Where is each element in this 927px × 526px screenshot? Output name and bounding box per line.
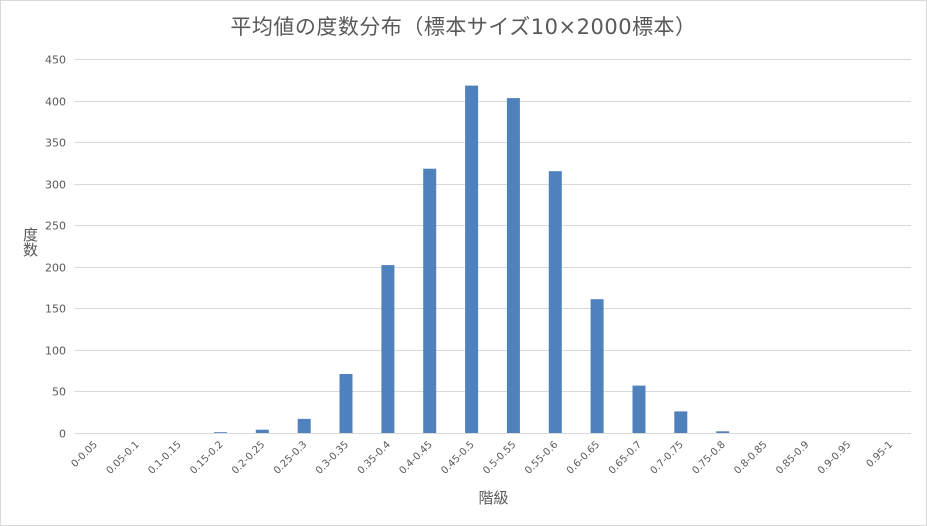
x-tick-label: 0.75-0.8 <box>690 439 727 476</box>
y-tick-label: 150 <box>45 303 66 316</box>
bar <box>716 431 730 433</box>
x-tick-label: 0.2-0.25 <box>230 439 267 476</box>
y-tick-label: 100 <box>45 345 66 358</box>
bar <box>548 171 562 433</box>
bar <box>339 374 353 433</box>
x-tick-label: 0.05-0.1 <box>105 439 142 476</box>
x-tick-label: 0.35-0.4 <box>356 439 393 476</box>
x-tick-label: 0.6-0.65 <box>565 439 602 476</box>
x-tick-label: 0.1-0.15 <box>146 439 183 476</box>
bar <box>381 265 395 433</box>
bar <box>214 432 227 433</box>
x-tick-label: 0.55-0.6 <box>523 439 560 476</box>
y-tick-label: 300 <box>45 179 66 192</box>
y-axis-label: 度数 <box>21 227 39 257</box>
x-tick-label: 0.95-1 <box>865 439 896 470</box>
y-tick-label: 400 <box>45 96 66 109</box>
bar <box>590 299 604 433</box>
x-tick-label: 0.3-0.35 <box>314 439 351 476</box>
x-tick-label: 0.25-0.3 <box>272 439 309 476</box>
bar <box>255 429 269 433</box>
chart-title: 平均値の度数分布（標本サイズ10×2000標本） <box>230 15 697 39</box>
y-tick-label: 200 <box>45 262 66 275</box>
x-tick-label: 0.7-0.75 <box>649 439 686 476</box>
x-tick-label: 0.85-0.9 <box>774 439 811 476</box>
x-axis-label: 階級 <box>478 489 509 507</box>
x-tick-label: 0.45-0.5 <box>439 439 476 476</box>
x-tick-label: 0.9-0.95 <box>816 439 853 476</box>
y-tick-label: 350 <box>45 137 66 150</box>
x-tick-label: 0.4-0.45 <box>397 439 434 476</box>
bar <box>423 168 437 433</box>
x-tick-label: 0.5-0.55 <box>481 439 518 476</box>
y-tick-label: 450 <box>45 54 66 67</box>
bar <box>674 411 688 433</box>
bar <box>297 418 311 433</box>
x-tick-label: 0.8-0.85 <box>732 439 769 476</box>
bar <box>632 385 646 433</box>
x-tick-label: 0.15-0.2 <box>188 439 225 476</box>
x-tick-label: 0.65-0.7 <box>607 439 644 476</box>
y-tick-label: 50 <box>52 386 66 399</box>
x-tick-label: 0-0.05 <box>69 439 100 470</box>
bar <box>506 98 520 433</box>
y-tick-label: 0 <box>59 428 66 441</box>
y-tick-label: 250 <box>45 220 66 233</box>
bar <box>465 85 479 433</box>
